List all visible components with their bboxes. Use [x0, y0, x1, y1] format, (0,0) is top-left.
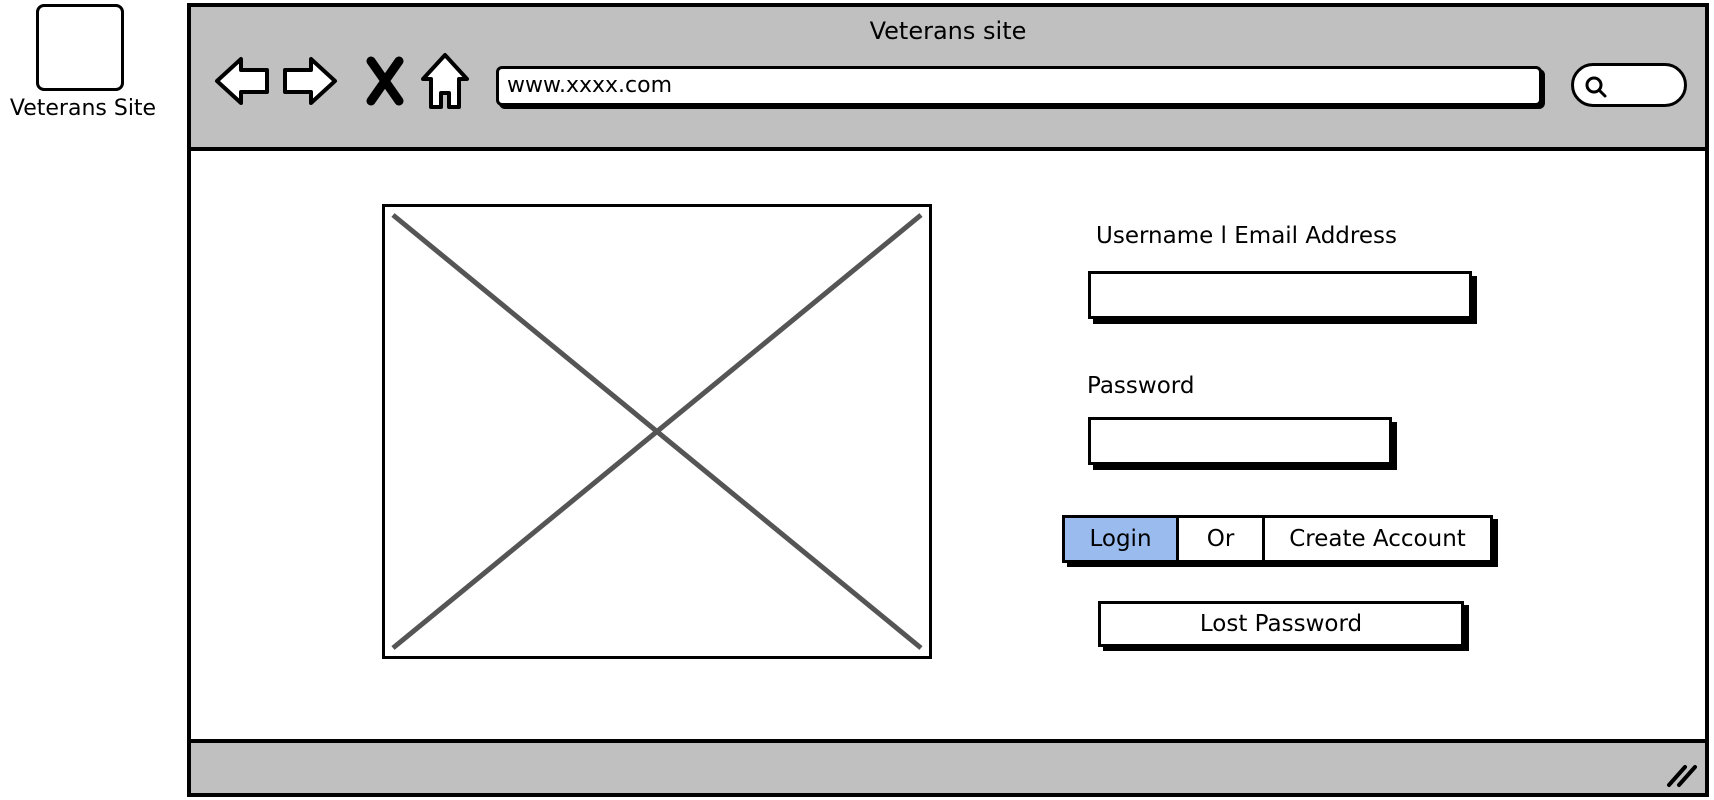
auth-button-group: Login Or Create Account [1062, 515, 1493, 563]
browser-window: Veterans site www.xxxx.com [187, 3, 1709, 797]
or-button[interactable]: Or [1176, 518, 1262, 560]
username-field[interactable] [1088, 271, 1472, 319]
lost-password-button[interactable]: Lost Password [1098, 601, 1464, 647]
search-icon [1585, 76, 1607, 98]
url-bar[interactable]: www.xxxx.com [496, 66, 1542, 106]
forward-arrow-icon[interactable] [277, 49, 341, 113]
browser-status-bar [191, 739, 1705, 793]
back-arrow-icon[interactable] [211, 49, 275, 113]
username-label: Username l Email Address [1096, 223, 1397, 249]
image-placeholder [382, 204, 932, 659]
password-field[interactable] [1088, 417, 1392, 465]
password-label: Password [1087, 373, 1195, 399]
browser-toolbar: Veterans site www.xxxx.com [191, 7, 1705, 151]
resize-grip-icon[interactable] [1665, 759, 1699, 789]
login-button[interactable]: Login [1065, 518, 1176, 560]
create-account-button[interactable]: Create Account [1262, 518, 1490, 560]
window-title: Veterans site [869, 17, 1027, 45]
image-placeholder-cross [391, 213, 923, 650]
home-icon[interactable] [413, 49, 477, 113]
close-icon[interactable] [353, 49, 417, 113]
site-thumbnail-icon[interactable] [36, 4, 124, 91]
site-thumbnail-label: Veterans Site [9, 96, 157, 121]
search-box[interactable] [1571, 63, 1687, 107]
